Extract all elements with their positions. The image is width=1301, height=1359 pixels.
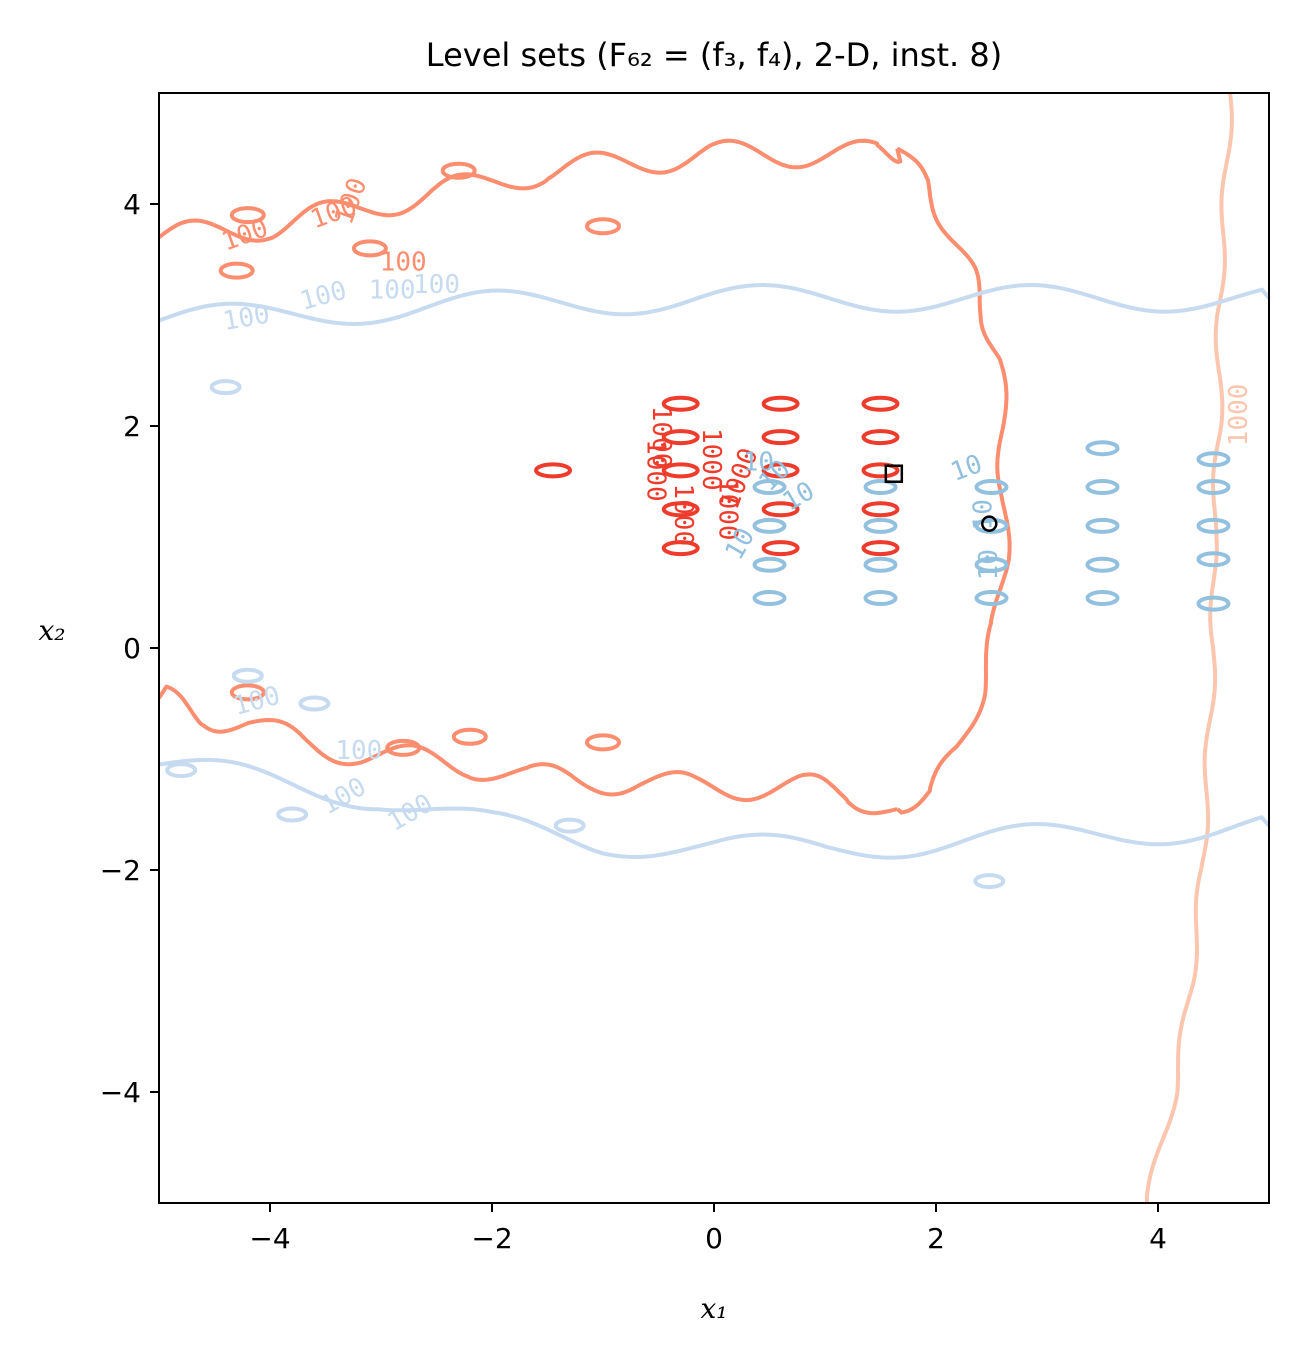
contour-island-f3 <box>218 261 255 280</box>
contour-blob-4 <box>1085 590 1120 607</box>
contour-label: 100 <box>413 270 460 300</box>
contour-island-f4 <box>165 762 198 779</box>
contour-blob-4 <box>752 517 787 534</box>
contour-island-f3 <box>451 727 488 746</box>
optimum-circle-marker <box>981 515 998 532</box>
x-tick-label: −2 <box>471 1222 512 1255</box>
contour-blob-4 <box>974 590 1009 607</box>
x-tick-label: 4 <box>1149 1222 1167 1255</box>
contour-blob-1 <box>761 429 800 446</box>
contour-island-f3 <box>585 733 621 752</box>
contour-blob-1 <box>761 395 800 412</box>
contour-line-0-lower <box>159 684 898 816</box>
contour-island-f3 <box>385 738 422 757</box>
contour-blob-4 <box>1196 451 1231 468</box>
contour-blob-4 <box>1085 517 1120 534</box>
contour-label: 100 <box>297 276 350 317</box>
contour-label: 1000 <box>713 478 743 541</box>
x-tick-label: −4 <box>249 1222 290 1255</box>
contour-line-0-boundary <box>895 146 1012 815</box>
contour-island-f3 <box>585 217 621 236</box>
contour-island-f3 <box>229 683 266 702</box>
contour-blob-1 <box>861 429 900 446</box>
contour-blob-4 <box>752 590 787 607</box>
contour-island-f3 <box>229 206 266 225</box>
contour-line-3-upper <box>159 283 1269 326</box>
contour-blob-4 <box>1085 440 1120 457</box>
y-tick-label: −2 <box>100 854 141 887</box>
contour-blob-4 <box>1085 479 1120 496</box>
contour-label: 100 <box>369 275 416 305</box>
contour-blob-4 <box>1196 595 1231 612</box>
y-tick-label: 0 <box>123 632 141 665</box>
contour-island-f4 <box>231 667 264 684</box>
contour-blob-1 <box>761 501 800 518</box>
contour-island-f4 <box>973 873 1006 890</box>
contour-blob-4 <box>752 479 787 496</box>
contour-label: 100 <box>335 736 382 766</box>
contour-island-f3 <box>351 239 388 258</box>
x-tick-label: 0 <box>705 1222 723 1255</box>
contour-blob-1 <box>661 429 700 446</box>
contour-line-3-lower <box>159 757 1269 860</box>
chart-title: Level sets (F₆₂ = (f₃, f₄), 2-D, inst. 8… <box>426 36 1002 74</box>
axes-frame <box>158 92 1270 1204</box>
contour-blob-4 <box>863 590 898 607</box>
contour-label: 1000 <box>1224 384 1254 447</box>
contour-label: 100 <box>329 174 373 228</box>
contour-blob-1 <box>761 462 800 479</box>
contour-blob-4 <box>752 556 787 573</box>
contour-island-f4 <box>276 806 309 823</box>
axis-ticks: −4 −2 0 2 4 −4 −2 0 2 4 <box>100 188 1167 1255</box>
contour-blob-4 <box>863 517 898 534</box>
y-tick-label: 4 <box>123 188 141 221</box>
contour-blob-1 <box>861 540 900 557</box>
contour-label: 100 <box>380 248 427 278</box>
contour-island-f4 <box>298 695 331 712</box>
contour-line-2-edge <box>1144 93 1234 1203</box>
x-tick-label: 2 <box>927 1222 945 1255</box>
contour-label: 1000 <box>640 439 670 502</box>
contour-island-f3 <box>440 161 477 180</box>
contour-label: 10 <box>743 447 774 477</box>
contour-blob-4 <box>863 556 898 573</box>
contour-blob-4 <box>1196 551 1231 568</box>
contour-blob-4 <box>1196 479 1231 496</box>
contour-label: 1000 <box>668 483 698 546</box>
contour-label: 100 <box>382 788 438 837</box>
contour-island-f4 <box>209 379 242 396</box>
contour-blob-4 <box>974 479 1009 496</box>
contour-blob-1 <box>534 462 573 479</box>
y-tick-label: −4 <box>100 1076 141 1109</box>
contour-label: 10 <box>974 549 1004 580</box>
contour-blob-1 <box>861 501 900 518</box>
contour-blob-1 <box>661 395 700 412</box>
contour-island-f4 <box>553 817 586 834</box>
contour-line-0-upper <box>159 138 903 243</box>
contour-blob-4 <box>1196 517 1231 534</box>
contour-blob-1 <box>761 540 800 557</box>
x-axis-label: x₁ <box>700 1292 727 1325</box>
contour-blob-1 <box>861 395 900 412</box>
contour-label: 1000 <box>696 428 726 491</box>
contour-label: 100 <box>316 772 372 821</box>
contour-blob-1 <box>661 540 700 557</box>
contour-label: 100 <box>218 213 272 257</box>
contour-blob-1 <box>661 462 700 479</box>
contour-blob-4 <box>974 556 1009 573</box>
y-axis-label: x₂ <box>38 614 65 647</box>
contour-blob-4 <box>974 517 1009 534</box>
contour-blob-4 <box>1085 556 1120 573</box>
contour-blob-1 <box>861 462 900 479</box>
optimum-square-marker <box>884 464 904 483</box>
y-tick-label: 2 <box>123 410 141 443</box>
contour-blob-4 <box>863 479 898 496</box>
contour-blob-1 <box>661 501 700 518</box>
contour-label: 1000 <box>646 406 676 469</box>
